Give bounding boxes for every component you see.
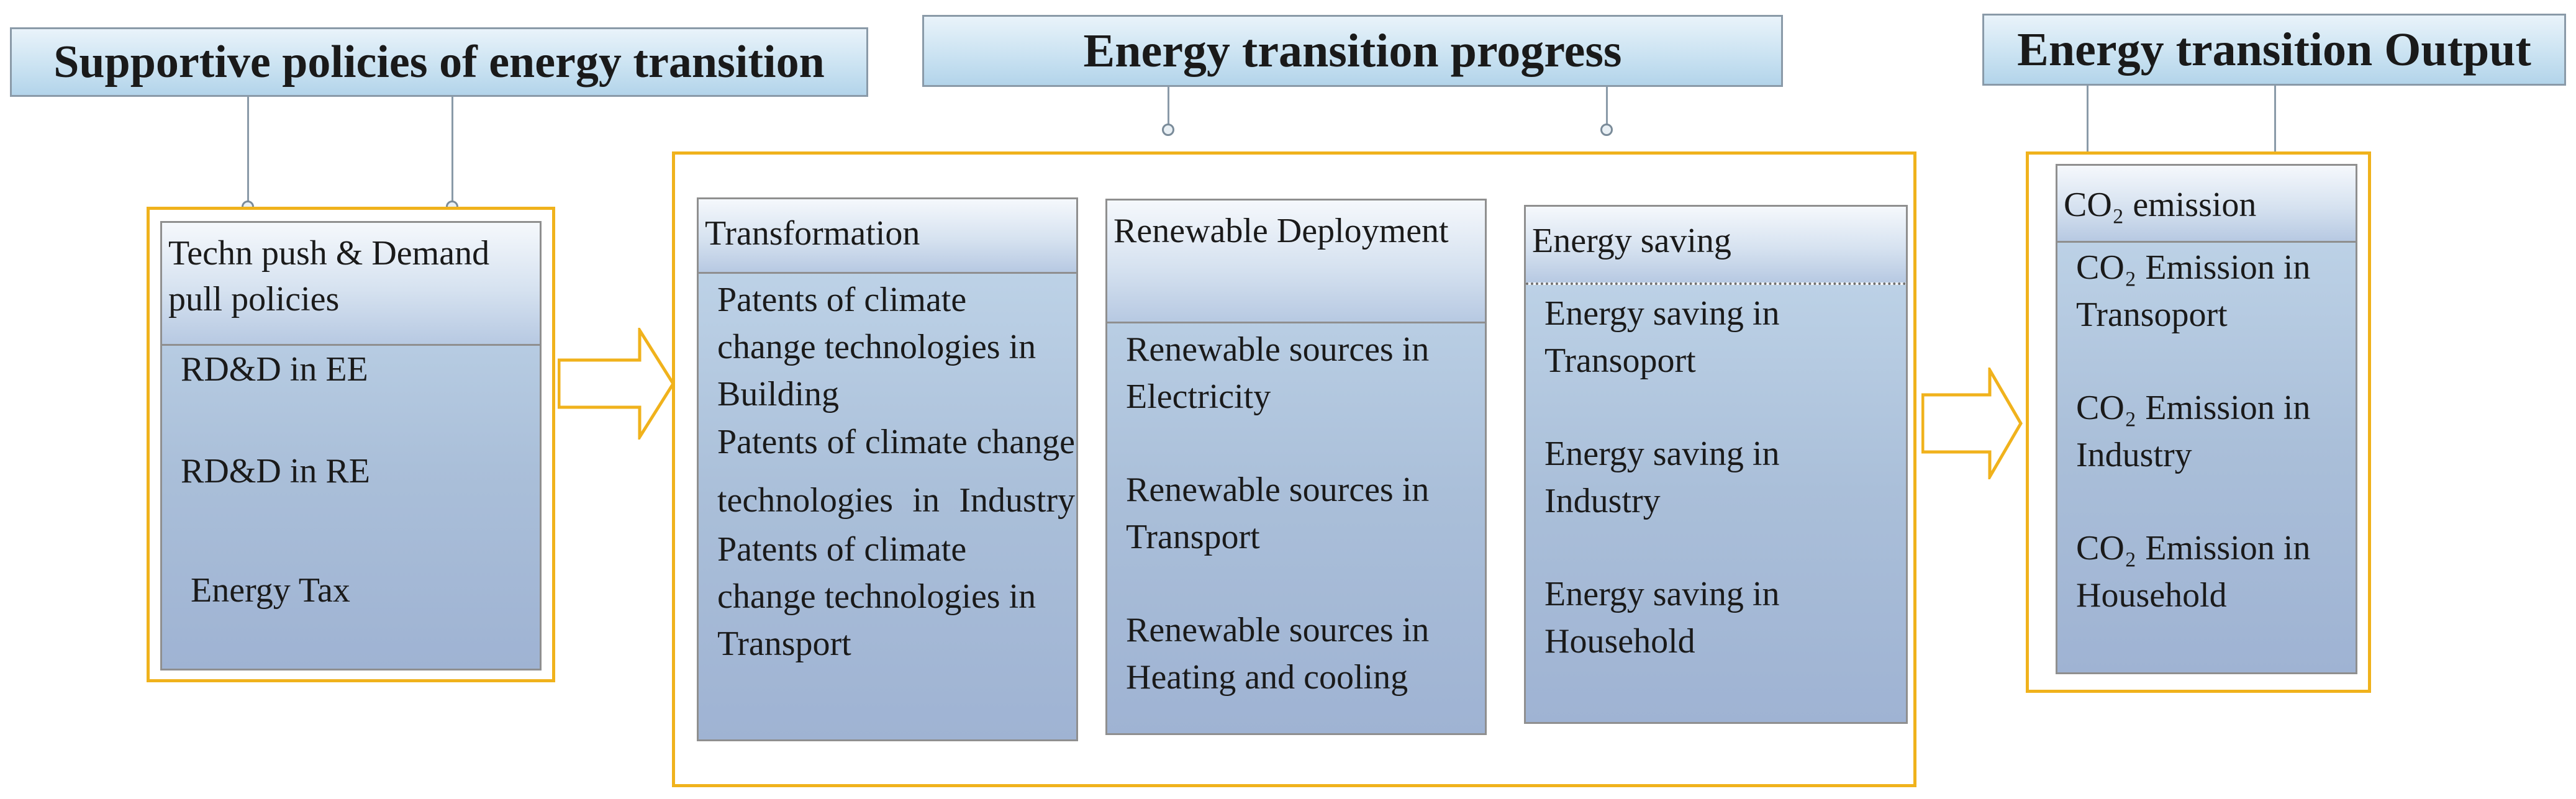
saving-card-items: Energy saving in Transoport Energy savin… [1526, 285, 1906, 665]
list-item: Renewable sources in Transport [1126, 471, 1430, 556]
renewable-card-title-text: Renewable Deployment [1113, 212, 1449, 250]
output-connector-right [2274, 86, 2276, 151]
list-item: RD&D in EE [181, 350, 368, 389]
list-item: RD&D in RE [181, 452, 370, 490]
list-item: CO₂ Emission in Industry [2076, 389, 2311, 474]
renewable-card-title: Renewable Deployment [1107, 201, 1485, 323]
renewable-card-items: Renewable sources in Electricity Renewab… [1107, 323, 1485, 701]
output-header: Energy transition Output [1982, 14, 2566, 86]
transformation-card-title: Transformation [699, 199, 1076, 274]
transformation-card-items: Patents of climate change technologies i… [699, 276, 1076, 667]
list-item: CO₂ Emission in Household [2076, 529, 2311, 615]
policies-card: Techn push & Demand pull policies RD&D i… [160, 221, 542, 670]
list-item: Energy saving in Household [1544, 575, 1780, 661]
emission-card-title: CO₂ emission [2057, 166, 2356, 243]
list-item: Energy saving in Transoport [1544, 294, 1780, 380]
emission-card-items: CO₂ Emission in Transoport CO₂ Emission … [2057, 243, 2356, 619]
emission-card: CO₂ emission CO₂ Emission in Transoport … [2056, 164, 2357, 674]
progress-connector-right [1606, 87, 1608, 129]
output-connector-left [2087, 86, 2088, 151]
saving-card: Energy saving Energy saving in Transopor… [1524, 205, 1908, 724]
progress-connector-dot-left [1162, 124, 1174, 136]
list-item: Renewable sources in Electricity [1126, 330, 1430, 416]
list-item: Patents of climate change technologies i… [717, 530, 1036, 663]
saving-card-title-text: Energy saving [1532, 222, 1731, 260]
arrow-icon-progress-to-output [1921, 368, 2023, 479]
policies-card-title-text: Techn push & Demand pull policies [168, 234, 490, 318]
policies-header: Supportive policies of energy transition [10, 27, 868, 97]
policies-header-text: Supportive policies of energy transition [53, 36, 825, 88]
transformation-card: Transformation Patents of climate change… [697, 197, 1078, 741]
policies-connector-left [247, 97, 249, 205]
saving-card-title: Energy saving [1526, 207, 1906, 285]
policies-connector-right [451, 97, 453, 205]
progress-header: Energy transition progress [922, 15, 1783, 87]
list-item: Patents of climate change technologies i… [717, 281, 1036, 413]
arrow-icon-policies-to-progress [558, 328, 675, 440]
progress-header-text: Energy transition progress [1083, 24, 1622, 77]
progress-connector-dot-right [1600, 124, 1613, 136]
output-header-text: Energy transition Output [2017, 23, 2531, 76]
list-item: Renewable sources in Heating and cooling [1126, 611, 1430, 697]
renewable-card: Renewable Deployment Renewable sources i… [1105, 199, 1487, 735]
transformation-card-title-text: Transformation [705, 214, 920, 253]
policies-card-title: Techn push & Demand pull policies [162, 223, 540, 346]
list-item: Patents of climate change technologies i… [717, 423, 1075, 520]
list-item: Energy Tax [191, 571, 350, 610]
progress-connector-left [1168, 87, 1169, 129]
list-item: CO₂ Emission in Transoport [2076, 248, 2311, 334]
list-item: Energy saving in Industry [1544, 435, 1780, 520]
emission-card-title-text: CO₂ emission [2064, 186, 2257, 224]
